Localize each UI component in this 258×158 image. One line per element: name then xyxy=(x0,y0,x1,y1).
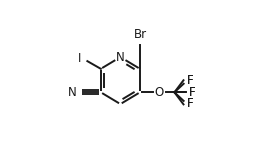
Text: N: N xyxy=(68,86,77,99)
Text: O: O xyxy=(155,86,164,99)
Text: F: F xyxy=(187,74,193,87)
Text: F: F xyxy=(187,97,193,110)
Text: N: N xyxy=(116,51,125,64)
Text: F: F xyxy=(189,86,196,99)
Text: Br: Br xyxy=(133,28,147,41)
Text: I: I xyxy=(78,52,82,65)
Text: F: F xyxy=(189,86,196,99)
Text: F: F xyxy=(187,74,193,87)
Text: F: F xyxy=(187,97,193,110)
